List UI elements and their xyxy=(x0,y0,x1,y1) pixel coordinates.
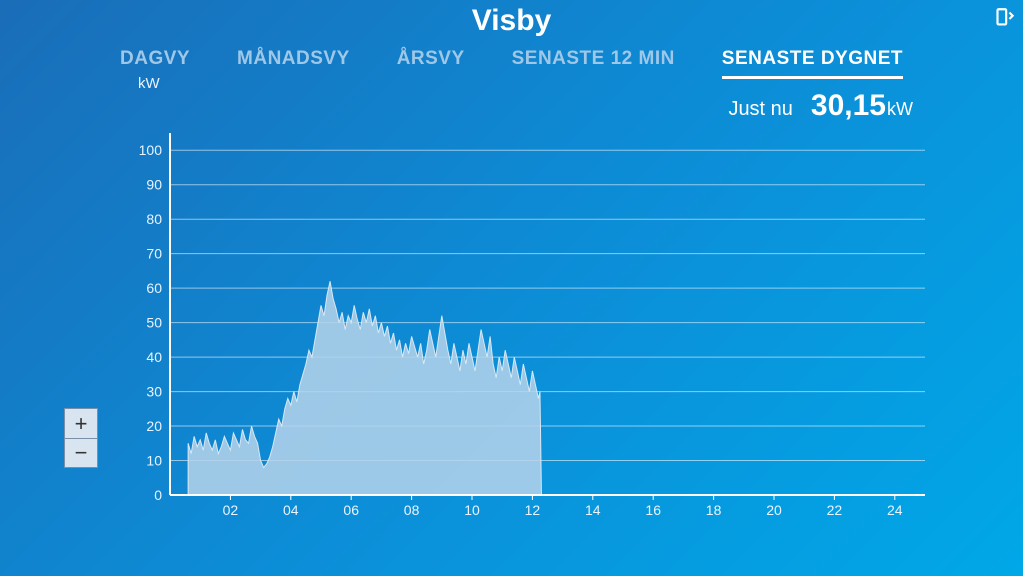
svg-text:16: 16 xyxy=(645,502,661,518)
tabs: DAGVY MÅNADSVY ÅRSVY SENASTE 12 MIN SENA… xyxy=(0,38,1023,79)
chart-container: kW + − 010203040506070809010002040608101… xyxy=(0,123,1023,523)
svg-text:90: 90 xyxy=(146,177,162,193)
svg-text:08: 08 xyxy=(404,502,420,518)
tab-senaste-12-min[interactable]: SENASTE 12 MIN xyxy=(512,48,675,79)
tab-arsvy[interactable]: ÅRSVY xyxy=(397,48,465,79)
header: Visby xyxy=(0,0,1023,38)
zoom-controls: + − xyxy=(64,408,98,468)
svg-text:30: 30 xyxy=(146,384,162,400)
svg-text:06: 06 xyxy=(343,502,359,518)
svg-text:18: 18 xyxy=(706,502,722,518)
current-value-number: 30,15 xyxy=(811,89,886,122)
svg-text:10: 10 xyxy=(464,502,480,518)
svg-text:12: 12 xyxy=(525,502,541,518)
svg-text:02: 02 xyxy=(223,502,239,518)
current-value: 30,15kW xyxy=(811,89,913,123)
svg-text:100: 100 xyxy=(139,142,163,158)
svg-text:60: 60 xyxy=(146,280,162,296)
svg-text:40: 40 xyxy=(146,349,162,365)
svg-text:24: 24 xyxy=(887,502,903,518)
rotate-icon[interactable] xyxy=(991,6,1017,32)
zoom-out-button[interactable]: − xyxy=(64,438,98,468)
svg-text:80: 80 xyxy=(146,211,162,227)
page-title: Visby xyxy=(0,4,1023,38)
tab-manadsvy[interactable]: MÅNADSVY xyxy=(237,48,350,79)
power-chart: 0 10 20 30 40 50 60 70 80 90 100 02 04 06 08 10 12 14 16 18… xyxy=(130,123,930,523)
svg-text:50: 50 xyxy=(146,315,162,331)
svg-text:20: 20 xyxy=(146,418,162,434)
current-value-unit: kW xyxy=(887,99,913,119)
tab-senaste-dygnet[interactable]: SENASTE DYGNET xyxy=(722,48,903,79)
svg-text:0: 0 xyxy=(154,487,162,503)
svg-text:04: 04 xyxy=(283,502,299,518)
zoom-in-button[interactable]: + xyxy=(64,408,98,438)
svg-text:22: 22 xyxy=(827,502,843,518)
y-axis-label: kW xyxy=(138,75,160,92)
svg-text:14: 14 xyxy=(585,502,601,518)
svg-text:20: 20 xyxy=(766,502,782,518)
current-label: Just nu xyxy=(728,98,792,121)
svg-text:10: 10 xyxy=(146,453,162,469)
svg-text:70: 70 xyxy=(146,246,162,262)
